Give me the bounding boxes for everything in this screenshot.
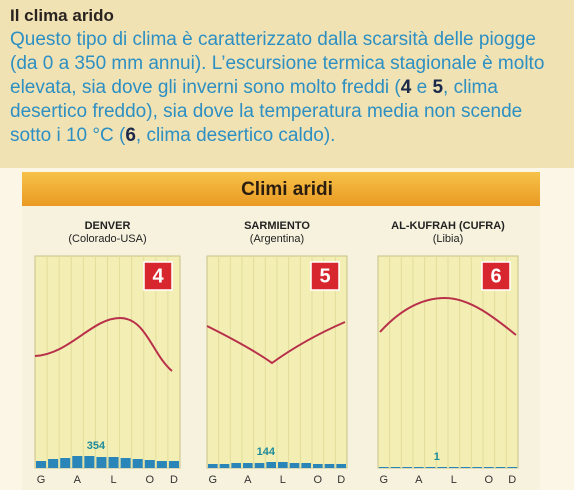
region: (Libia): [433, 233, 464, 245]
rain-bar: [495, 467, 506, 468]
bold: 5: [432, 77, 444, 98]
rain-bar: [336, 464, 346, 468]
temp-curve: [379, 296, 517, 336]
rain-bar: [390, 467, 401, 468]
region: (Argentina): [250, 233, 304, 245]
intro-title: Il clima arido: [10, 6, 114, 25]
text: , clima desertico freddo), sia dove la t…: [10, 77, 523, 146]
badge-number: 5: [319, 265, 330, 287]
city: SARMIENTO: [244, 220, 310, 232]
month-label: O: [146, 474, 155, 486]
rain-bar: [266, 462, 276, 468]
region: (Colorado-USA): [68, 233, 146, 245]
rain-bar: [507, 467, 517, 468]
badge: [310, 261, 340, 291]
badge-number: 4: [152, 265, 164, 287]
rain-bar: [313, 464, 323, 468]
rain-bar: [72, 456, 83, 468]
rain-bar: [84, 456, 95, 468]
temp-curve: [34, 316, 173, 372]
intro-body: Questo tipo di clima è caratterizzato da…: [10, 28, 564, 148]
rain-bar: [108, 457, 119, 468]
month-label: D: [170, 474, 178, 486]
month-label: G: [209, 474, 218, 486]
rain-bar: [144, 460, 155, 468]
month-label: L: [451, 474, 457, 486]
rain-bar: [120, 458, 131, 468]
month-label: L: [110, 474, 116, 486]
month-label: O: [314, 474, 323, 486]
bold: 4: [400, 77, 412, 98]
rain-bar: [219, 464, 230, 468]
month-label: A: [244, 474, 252, 486]
rain-bar: [289, 463, 300, 468]
rain-bar: [132, 459, 143, 468]
rain-bar: [324, 464, 335, 468]
text: , clima desertico caldo).: [135, 125, 336, 146]
rain-bar: [425, 467, 436, 468]
charts: Climi aridi DENVER(Colorado-USA) 4 354 G A L O…: [22, 172, 540, 490]
bold: 6: [125, 125, 136, 146]
month-label: A: [74, 474, 82, 486]
rain-bar: [449, 467, 459, 468]
rain-bar: [254, 463, 265, 468]
banner-title: Climi aridi: [241, 179, 333, 200]
rain-bar: [278, 462, 288, 468]
rain-bar: [231, 463, 241, 468]
badge: [481, 261, 511, 291]
badge-number: 6: [490, 265, 501, 287]
intro: Il clima arido Questo tipo di clima è ca…: [0, 0, 574, 168]
rain-bar: [208, 464, 218, 468]
banner: [22, 172, 540, 206]
rain-bar: [460, 467, 471, 468]
city: DENVER: [85, 220, 131, 232]
rain-total: 354: [87, 440, 106, 452]
rain-bar: [437, 467, 447, 468]
rain-bar: [472, 467, 482, 468]
city: AL-KUFRAH (CUFRA): [391, 220, 505, 232]
month-label: O: [485, 474, 494, 486]
badge: [143, 261, 173, 291]
month-label: G: [380, 474, 389, 486]
rain-bar: [379, 467, 389, 468]
rain-bar: [243, 463, 253, 468]
temp-curve: [206, 321, 346, 365]
month-label: G: [37, 474, 46, 486]
text: e: [411, 77, 433, 98]
month-label: A: [415, 474, 423, 486]
rain-total: 1: [434, 451, 440, 463]
rain-bar: [156, 461, 167, 468]
rain-bar: [484, 467, 494, 468]
month-label: D: [508, 474, 516, 486]
rain-bar: [60, 458, 71, 468]
rain-bar: [36, 461, 47, 468]
rain-bar: [48, 459, 59, 468]
text: Questo tipo di clima è caratterizzato da…: [10, 29, 545, 98]
rain-bar: [301, 463, 311, 468]
month-label: L: [280, 474, 286, 486]
rain-bar: [96, 457, 107, 468]
month-label: D: [337, 474, 345, 486]
rain-total: 144: [257, 446, 276, 458]
rain-bar: [402, 467, 412, 468]
rain-bar: [414, 467, 424, 468]
rain-bar: [168, 461, 179, 468]
